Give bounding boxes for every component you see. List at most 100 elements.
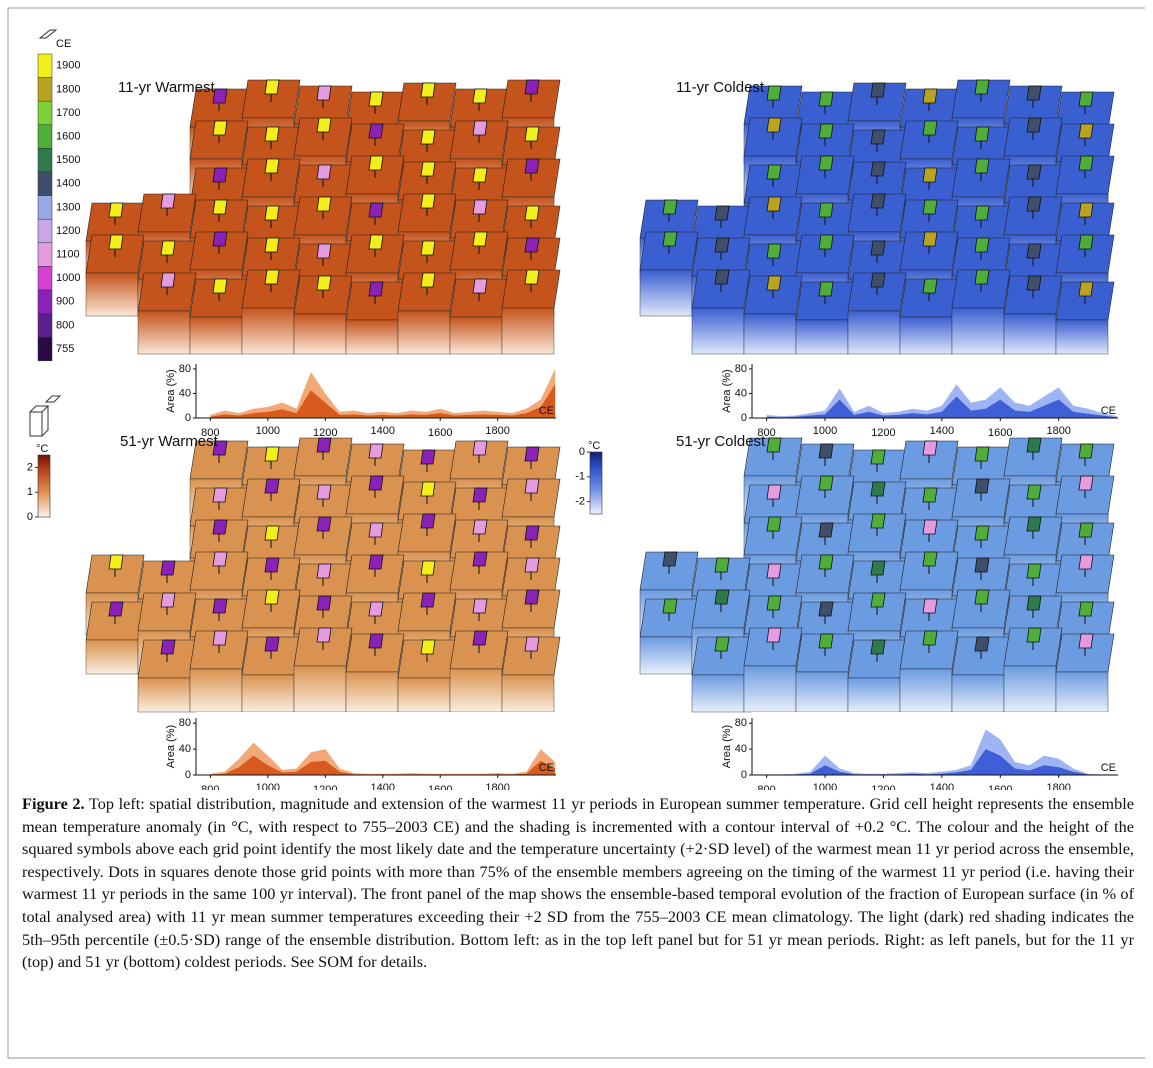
symbol: [264, 525, 280, 541]
symbol: [922, 440, 938, 456]
x-tick-label: 800: [757, 427, 775, 439]
symbol: [714, 237, 730, 253]
symbol: [870, 161, 886, 177]
symbol: [870, 449, 886, 465]
symbol: [472, 278, 488, 294]
map: [639, 437, 1115, 713]
symbol: [264, 126, 280, 142]
symbol: [662, 551, 678, 567]
cell-front: [847, 310, 901, 355]
symbol: [714, 269, 730, 285]
symbol: [316, 516, 332, 532]
colorbar-tick-label: 1600: [56, 131, 80, 143]
cell-front: [241, 307, 295, 355]
symbol: [870, 481, 886, 497]
symbol: [316, 275, 332, 291]
symbol: [524, 205, 540, 221]
x-tick-label: 1200: [871, 784, 895, 790]
area: [210, 384, 556, 418]
symbol: [1026, 595, 1042, 611]
symbol: [1026, 196, 1042, 212]
y-axis-label: Area (%): [165, 725, 177, 768]
y-tick-label: 0: [741, 769, 747, 781]
symbol: [974, 205, 990, 221]
symbol: [766, 275, 782, 291]
cell-front: [189, 316, 243, 355]
symbol: [714, 589, 730, 605]
symbol: [818, 234, 834, 250]
symbol: [108, 554, 124, 570]
symbol: [974, 446, 990, 462]
colorbar-tick-label: 1200: [56, 225, 80, 237]
symbol: [316, 85, 332, 101]
symbol: [974, 589, 990, 605]
colorbar-segment: [37, 77, 53, 102]
x-axis-label: CE: [539, 405, 554, 417]
symbol: [472, 487, 488, 503]
symbol: [818, 123, 834, 139]
symbol: [1026, 437, 1042, 453]
symbol: [420, 129, 436, 145]
symbol: [922, 278, 938, 294]
inset-bg: [196, 358, 556, 418]
colorbar-tick-label: 1400: [56, 178, 80, 190]
symbol: [264, 158, 280, 174]
symbol: [818, 601, 834, 617]
y-tick-label: 40: [735, 387, 747, 399]
cell-front: [241, 674, 295, 713]
cell-front: [397, 310, 451, 355]
symbol: [264, 589, 280, 605]
symbol: [420, 592, 436, 608]
cell-front: [639, 269, 693, 317]
symbol: [1078, 123, 1094, 139]
y-tick-label: 80: [179, 363, 191, 375]
symbol: [974, 126, 990, 142]
colorbar-tick-label: 0: [579, 446, 585, 458]
symbol: [870, 639, 886, 655]
symbol: [212, 551, 228, 567]
colorbar-segment: [37, 124, 53, 149]
symbol: [420, 449, 436, 465]
figure: CE19001800170016001500140013001200110010…: [7, 7, 1145, 790]
symbol: [1026, 563, 1042, 579]
symbol: [1078, 601, 1094, 617]
cell-front: [1055, 319, 1109, 355]
cell-front: [899, 316, 953, 355]
map: [85, 437, 561, 713]
symbol: [1078, 91, 1094, 107]
x-axis-label: CE: [1101, 405, 1116, 417]
symbol: [316, 595, 332, 611]
x-tick-label: 1400: [371, 425, 395, 437]
symbol: [1078, 633, 1094, 649]
symbol: [472, 551, 488, 567]
symbol: [766, 164, 782, 180]
symbol: [818, 475, 834, 491]
x-tick-label: 1400: [930, 782, 954, 790]
colorbar-segment: [37, 218, 53, 244]
symbol: [212, 231, 228, 247]
symbol: [368, 202, 384, 218]
y-axis-label: Area (%): [721, 369, 733, 412]
symbol: [1026, 117, 1042, 133]
symbol: [1026, 85, 1042, 101]
colorbar-tick-label: 1500: [56, 154, 80, 166]
symbol: [870, 82, 886, 98]
cell-front: [85, 639, 139, 675]
symbol: [524, 589, 540, 605]
x-tick-label: 800: [201, 427, 219, 439]
cell-front: [397, 677, 451, 713]
cell-front: [899, 668, 953, 713]
symbol: [1026, 275, 1042, 291]
caption-label: Figure 2.: [22, 794, 85, 813]
symbol: [524, 525, 540, 541]
symbol: [766, 627, 782, 643]
x-tick-label: 1800: [1046, 782, 1070, 790]
cell-front: [1003, 665, 1057, 713]
x-tick-label: 1400: [930, 425, 954, 437]
colorbar: [589, 451, 603, 515]
cell-front: [501, 307, 555, 355]
symbol: [870, 193, 886, 209]
cell-front: [137, 677, 191, 713]
symbol: [870, 129, 886, 145]
